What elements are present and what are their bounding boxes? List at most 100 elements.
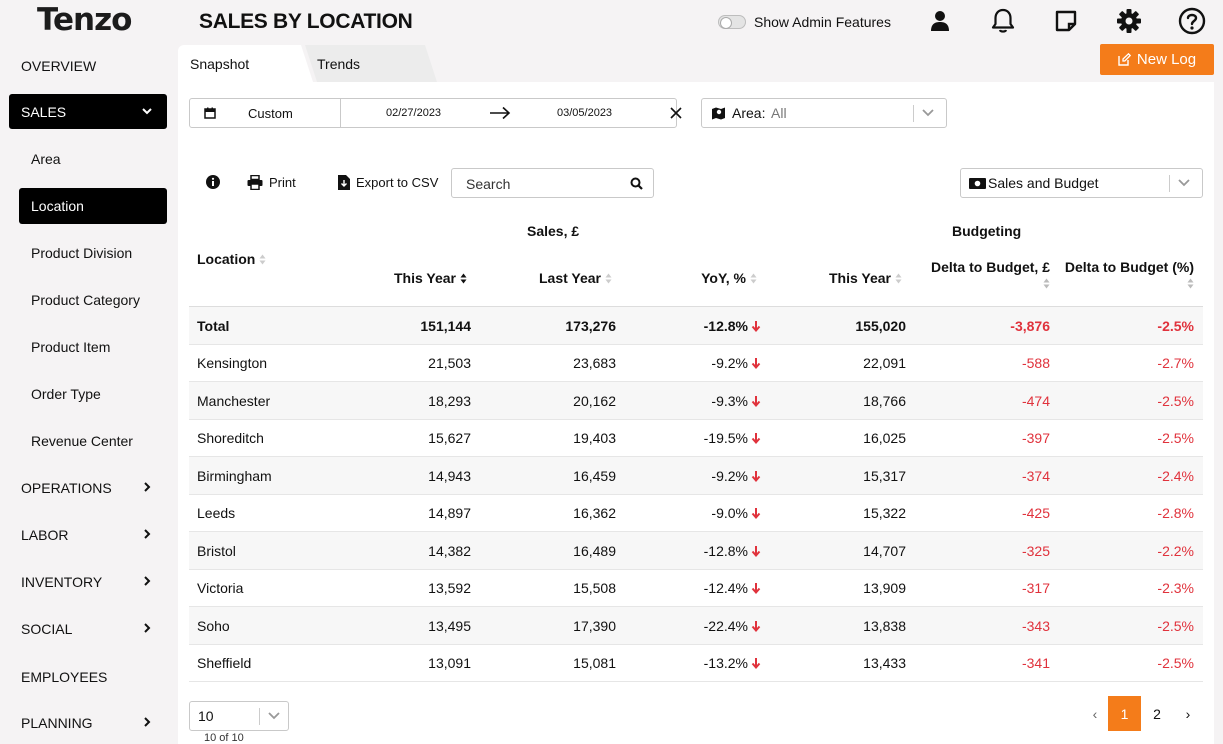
help-icon[interactable]: [1177, 6, 1207, 36]
nav-inventory-label: INVENTORY: [21, 573, 103, 590]
pagination-page-1[interactable]: 1: [1108, 696, 1141, 731]
sidebar: OVERVIEW SALES Area Location Product Div…: [0, 44, 178, 744]
nav-sales-location[interactable]: Location: [19, 188, 167, 224]
tab-trends[interactable]: Trends: [305, 45, 437, 82]
print-button[interactable]: Print: [247, 175, 296, 190]
area-filter-select[interactable]: Area: All: [701, 98, 947, 128]
tenzo-logo[interactable]: Tenzo: [37, 2, 132, 38]
nav-overview[interactable]: OVERVIEW: [21, 57, 97, 74]
nav-inventory[interactable]: INVENTORY: [9, 564, 167, 599]
cell-location: Total: [197, 307, 229, 344]
col-location-header[interactable]: Location: [197, 251, 266, 267]
date-end[interactable]: 03/05/2023: [557, 107, 613, 119]
nav-planning[interactable]: PLANNING: [9, 705, 167, 740]
cell-location: Kensington: [197, 345, 267, 382]
table-row: Victoria 13,592 15,508 -12.4% 13,909 -317 -2.3…: [189, 570, 1203, 607]
cell-location: Leeds: [197, 495, 235, 532]
sort-desc-icon: [460, 273, 467, 283]
cell-sales-last-year-value: 19,403: [573, 430, 616, 446]
chevron-down-icon: [1178, 179, 1190, 187]
search-icon[interactable]: [630, 177, 643, 190]
close-icon[interactable]: [670, 107, 682, 119]
info-icon[interactable]: [206, 175, 220, 189]
cell-sales-this-year-value: 14,382: [428, 542, 471, 559]
select-separator: [913, 105, 914, 122]
col-budget-this-year-header[interactable]: This Year: [829, 270, 902, 286]
cell-delta-budget-pct-value: -2.5%: [1157, 430, 1194, 446]
nav-sales-product-division[interactable]: Product Division: [31, 245, 133, 261]
gear-icon[interactable]: [1114, 6, 1144, 36]
cell-sales-this-year: 13,495: [428, 607, 471, 644]
sort-icon: [895, 273, 902, 283]
date-range-picker[interactable]: Custom 02/27/2023 03/05/2023: [189, 98, 682, 128]
chevron-right-icon: [144, 717, 151, 727]
cell-budget-this-year: 16,025: [863, 420, 906, 457]
cell-budget-this-year: 22,091: [863, 345, 906, 382]
new-log-button[interactable]: New Log: [1100, 44, 1214, 75]
date-mode-select[interactable]: Custom: [190, 99, 341, 127]
export-csv-button[interactable]: Export to CSV: [338, 175, 438, 190]
bell-icon[interactable]: [988, 6, 1018, 36]
cell-sales-last-year: 20,162: [573, 382, 616, 419]
note-icon[interactable]: [1051, 6, 1081, 36]
sort-icon: [259, 254, 266, 264]
nav-sales-area[interactable]: Area: [31, 151, 61, 167]
cell-yoy-value: -22.4%: [703, 617, 748, 634]
col-yoy-header[interactable]: YoY, %: [701, 270, 757, 286]
search-input[interactable]: Search: [451, 168, 654, 198]
cell-budget-this-year-value: 13,433: [863, 655, 906, 671]
nav-sales-product-category[interactable]: Product Category: [31, 292, 140, 308]
cell-delta-budget-pct-value: -2.4%: [1157, 467, 1194, 484]
nav-sales-product-item[interactable]: Product Item: [31, 339, 111, 355]
pagination-next[interactable]: ›: [1185, 705, 1191, 722]
user-icon[interactable]: [925, 6, 955, 36]
cell-delta-budget-pct: -2.4%: [1157, 457, 1194, 494]
cell-sales-this-year-value: 14,897: [428, 505, 471, 521]
cell-sales-last-year-value: 16,362: [573, 505, 616, 521]
table-row: Shoreditch 15,627 19,403 -19.5% 16,025 -397 -2…: [189, 420, 1203, 457]
col-last-year-label: Last Year: [538, 270, 601, 286]
pagination-page-2[interactable]: 2: [1153, 705, 1161, 722]
table-row: Kensington 21,503 23,683 -9.2% 22,091 -588 -2.…: [189, 345, 1203, 382]
col-delta-pct-header[interactable]: Delta to Budget (%): [1065, 259, 1194, 289]
tab-snapshot[interactable]: Snapshot: [178, 45, 313, 82]
nav-operations-label: OPERATIONS: [21, 479, 112, 496]
nav-sales-order-type[interactable]: Order Type: [31, 386, 101, 402]
cell-sales-this-year: 14,943: [428, 457, 471, 494]
cell-location-value: Leeds: [197, 505, 236, 521]
nav-sales-revenue-center[interactable]: Revenue Center: [31, 433, 133, 449]
page-size-select[interactable]: 10: [189, 701, 289, 731]
cell-sales-this-year: 151,144: [420, 307, 471, 344]
col-delta-header[interactable]: Delta to Budget, £: [931, 259, 1050, 289]
col-this-year-header[interactable]: This Year: [394, 270, 467, 286]
arrow-down-icon: [751, 658, 761, 669]
pagination-prev[interactable]: ‹: [1092, 705, 1098, 722]
cell-delta-budget-pct: -2.5%: [1157, 307, 1194, 344]
table-row: Manchester 18,293 20,162 -9.3% 18,766 -474 -2.…: [189, 382, 1203, 420]
cell-yoy-value: -12.4%: [703, 580, 748, 596]
arrow-down-icon: [751, 620, 761, 632]
cell-sales-this-year: 15,627: [428, 420, 471, 457]
cell-budget-this-year-value: 13,838: [863, 617, 906, 634]
cell-sales-this-year-value: 14,943: [428, 467, 471, 484]
new-log-label: New Log: [1136, 51, 1197, 68]
col-last-year-header[interactable]: Last Year: [539, 270, 612, 286]
cell-sales-last-year: 16,459: [573, 457, 616, 494]
nav-employees[interactable]: EMPLOYEES: [21, 668, 108, 685]
cell-yoy-value: -12.8%: [703, 542, 748, 559]
cell-location-value: Manchester: [197, 392, 271, 409]
cell-delta-budget-value: -325: [1021, 542, 1050, 559]
cell-budget-this-year-value: 18,766: [863, 392, 906, 409]
nav-operations[interactable]: OPERATIONS: [9, 470, 167, 505]
area-filter-value: All: [771, 105, 787, 121]
cell-sales-last-year: 15,081: [573, 645, 616, 682]
metric-mode-select[interactable]: Sales and Budget: [960, 168, 1203, 198]
admin-features-toggle[interactable]: [718, 15, 746, 29]
select-separator: [1169, 175, 1170, 192]
nav-labor[interactable]: LABOR: [9, 517, 167, 552]
nav-social[interactable]: SOCIAL: [9, 611, 167, 646]
nav-sales[interactable]: SALES: [9, 94, 167, 129]
cell-delta-budget: -588: [1022, 345, 1050, 382]
cell-yoy: -13.2%: [704, 645, 761, 682]
date-start[interactable]: 02/27/2023: [386, 107, 442, 119]
